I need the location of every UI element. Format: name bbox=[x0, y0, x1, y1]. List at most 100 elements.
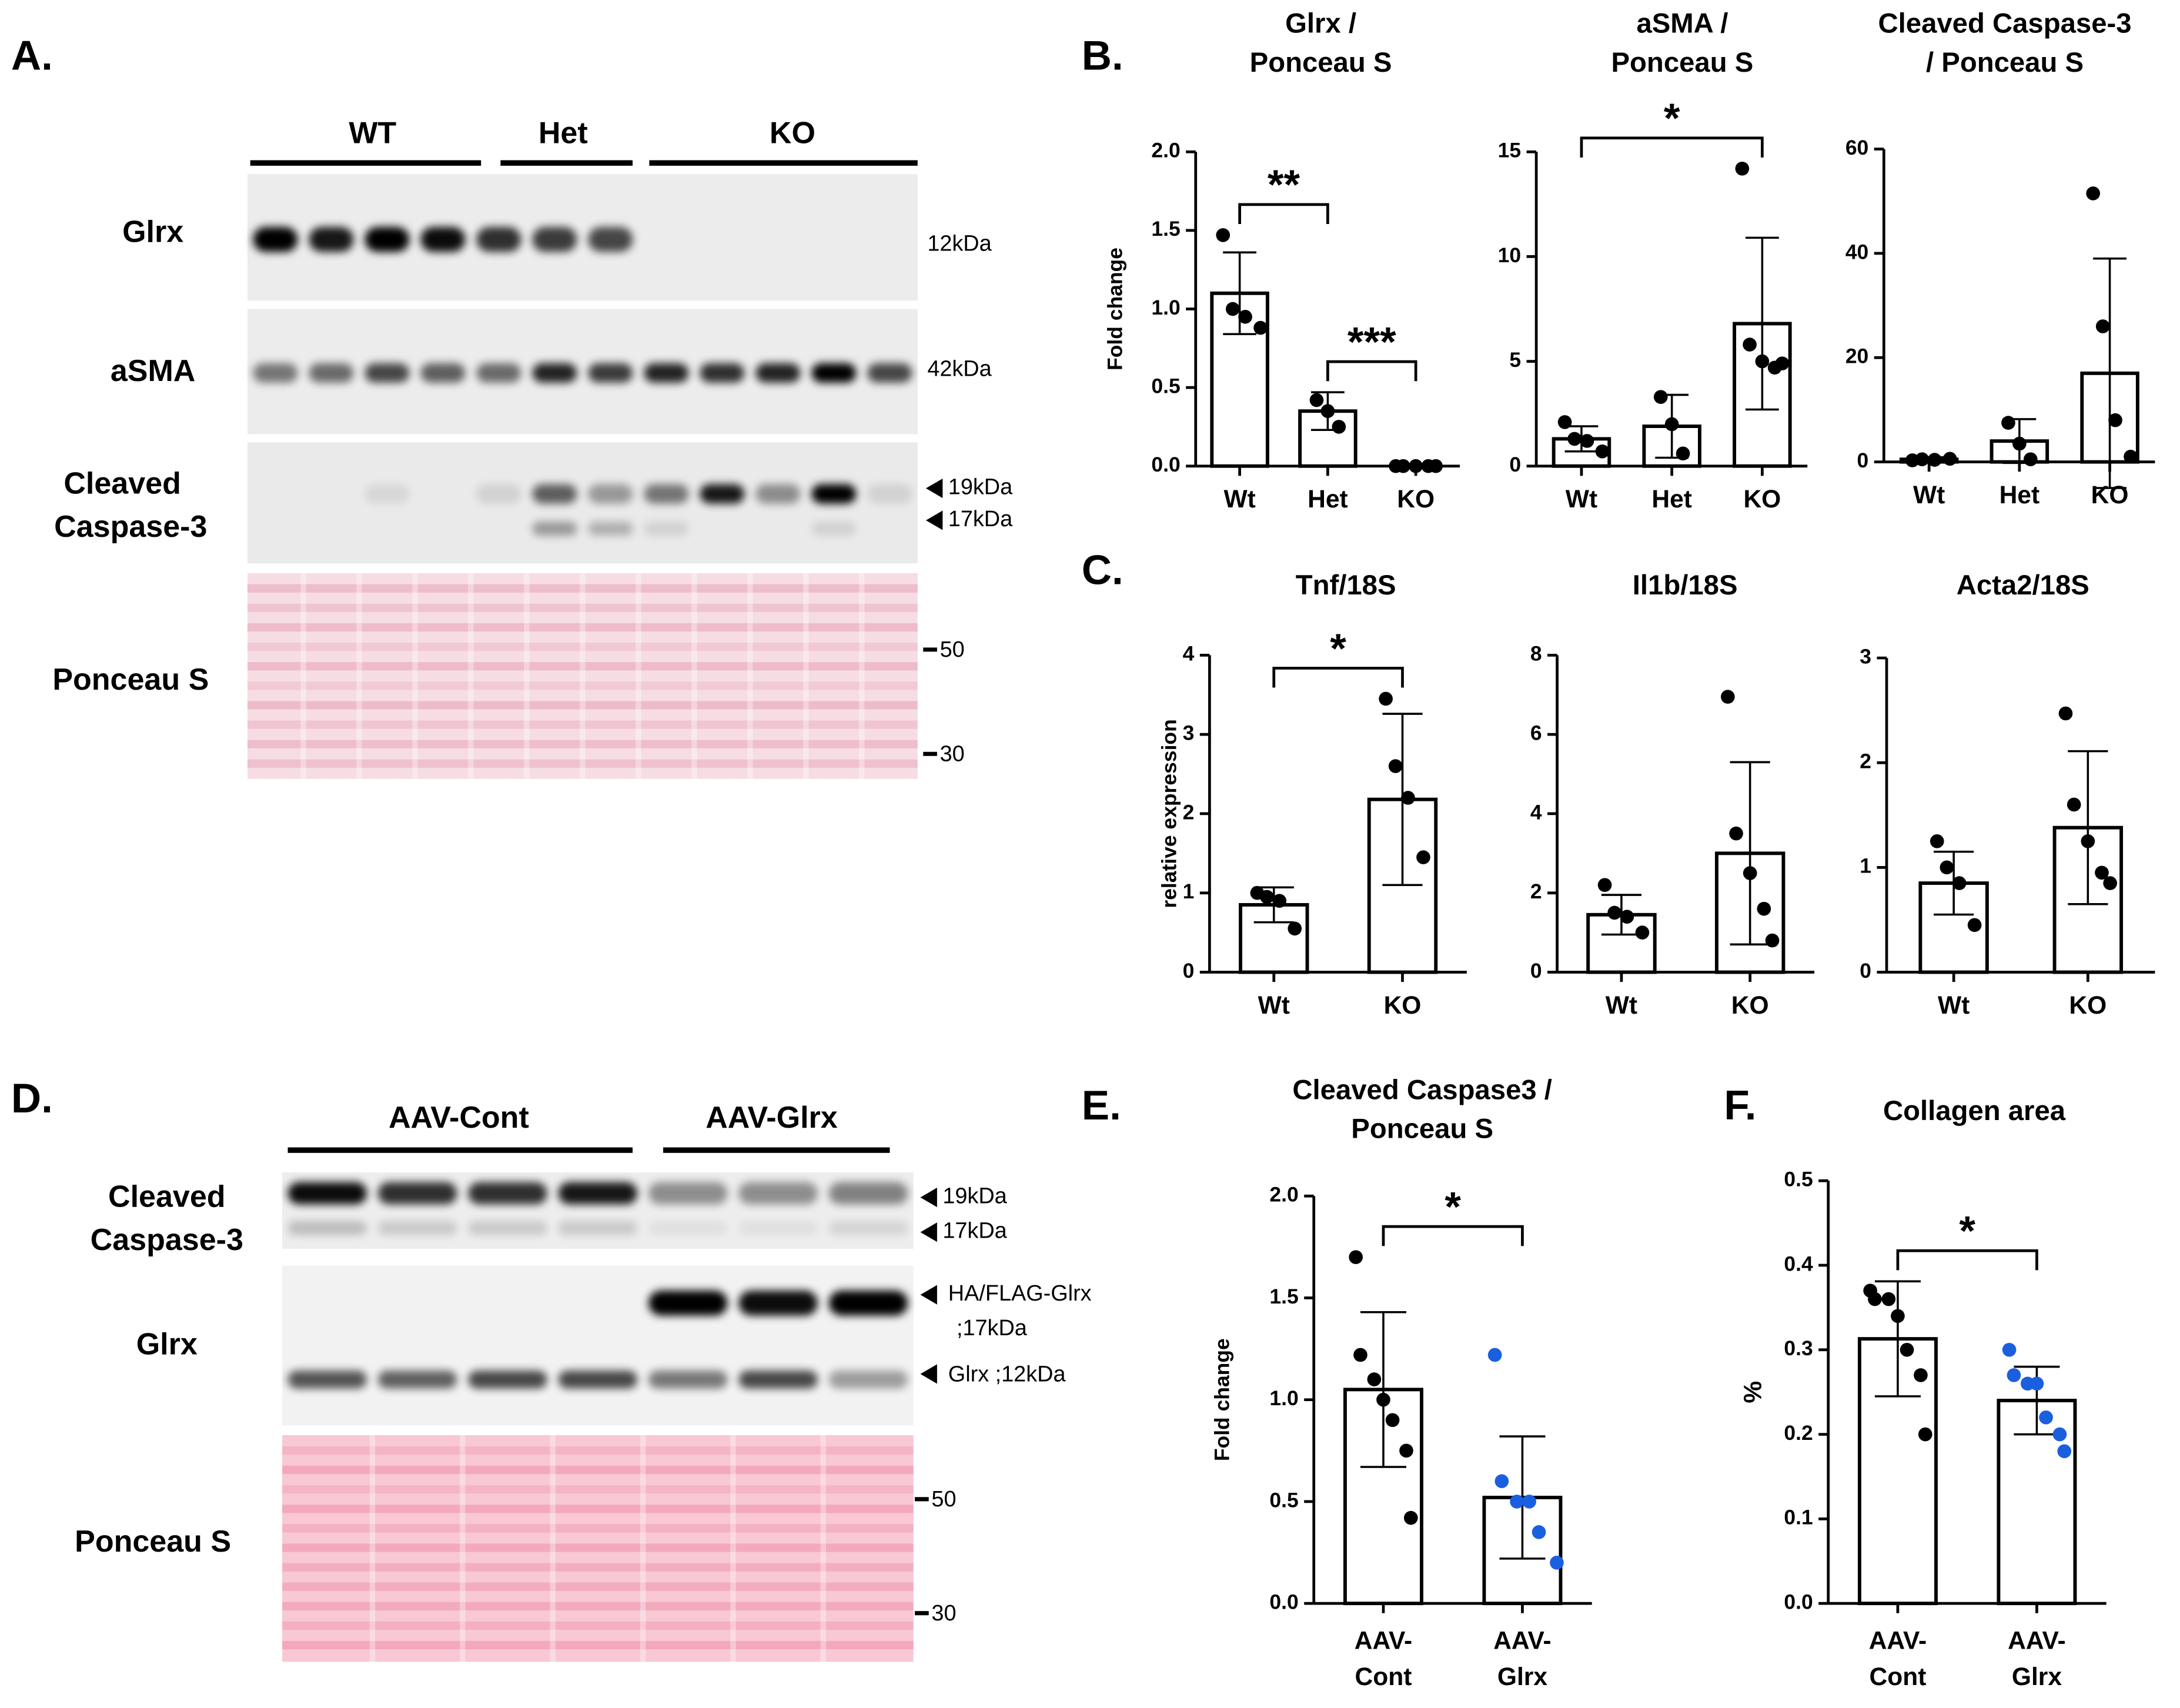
y-tick-label: 1.0 bbox=[1151, 296, 1180, 319]
error-bar bbox=[1874, 1280, 1921, 1398]
blot-band bbox=[377, 1371, 457, 1389]
data-point bbox=[1597, 878, 1612, 893]
lane-gap bbox=[691, 573, 697, 779]
significance-bracket bbox=[1896, 1249, 2038, 1271]
y-tick-label: 0 bbox=[1860, 959, 1871, 982]
chart-title: Ponceau S bbox=[1250, 47, 1392, 78]
marker-label: 42kDa bbox=[927, 357, 992, 382]
y-tick-label: 0.0 bbox=[1269, 1590, 1298, 1613]
lane-gap bbox=[468, 573, 474, 779]
blot-band bbox=[532, 363, 577, 383]
y-tick-label: 1 bbox=[1860, 854, 1871, 878]
x-tick-label: Cont bbox=[1355, 1663, 1412, 1691]
blot-band bbox=[828, 1371, 908, 1389]
blot-panel bbox=[247, 174, 918, 301]
y-tick-label: 1.5 bbox=[1151, 217, 1180, 240]
data-point bbox=[2067, 797, 2081, 812]
blot-band bbox=[468, 1221, 547, 1235]
y-tick-label: 0.5 bbox=[1784, 1168, 1813, 1191]
ponceau-stripe bbox=[247, 740, 918, 748]
data-point bbox=[2052, 1427, 2067, 1442]
x-tick-label: Het bbox=[2000, 481, 2040, 509]
arrowhead bbox=[925, 510, 943, 530]
y-tick-label: 15 bbox=[1498, 139, 1521, 162]
data-point bbox=[1353, 1348, 1367, 1362]
lane-gap bbox=[412, 573, 418, 779]
blot-band bbox=[420, 363, 466, 383]
y-tick-label: 60 bbox=[1845, 136, 1868, 159]
blot-band bbox=[558, 1182, 638, 1205]
y-tick-label: 10 bbox=[1498, 243, 1521, 267]
data-point bbox=[2086, 186, 2101, 200]
data-point bbox=[1757, 901, 1771, 916]
blot-band bbox=[287, 1182, 367, 1205]
ponceau-stripe bbox=[282, 1582, 914, 1591]
blot-band bbox=[738, 1371, 818, 1389]
chart: Collagen area% 0.0 0.1 0.2 0.3 0.4 0.5 AAV- Cont… bbox=[1739, 1095, 2107, 1691]
chart-title: Acta2/18S bbox=[1957, 570, 2089, 601]
blot-band bbox=[648, 1291, 728, 1316]
blot-band bbox=[558, 1371, 638, 1389]
lane-gap bbox=[300, 573, 306, 779]
lane-gap bbox=[803, 573, 809, 779]
chart: Glrx / Ponceau S Fold change 0.0 0.5 1.0 1.5 2.… bbox=[1103, 8, 1460, 513]
ponceau-stripe bbox=[247, 603, 918, 613]
x-tick-label: KO bbox=[1731, 991, 1769, 1020]
data-point bbox=[1918, 1427, 1932, 1442]
blot-band bbox=[287, 1371, 367, 1389]
x-tick-label: Wt bbox=[1258, 991, 1290, 1020]
error-bar bbox=[2093, 258, 2126, 489]
data-point bbox=[1900, 1342, 1914, 1357]
chart-title: / Ponceau S bbox=[1926, 47, 2084, 78]
group-label: WT bbox=[349, 116, 396, 151]
row-label: Cleaved bbox=[63, 467, 181, 501]
error-bar bbox=[2068, 750, 2108, 905]
data-point bbox=[1664, 417, 1679, 432]
data-point bbox=[1238, 310, 1252, 324]
group-label: KO bbox=[770, 116, 815, 151]
ponceau-stripe bbox=[247, 662, 918, 671]
y-tick-label: 0.5 bbox=[1269, 1488, 1298, 1512]
y-tick-label: 5 bbox=[1509, 348, 1521, 372]
group-label: Het bbox=[539, 116, 588, 151]
y-tick-label: 0 bbox=[1183, 959, 1195, 982]
y-tick-label: 0.0 bbox=[1784, 1590, 1813, 1613]
data-point bbox=[1620, 910, 1634, 924]
blot-images bbox=[247, 174, 918, 1662]
data-point bbox=[2095, 319, 2110, 333]
panel-label: B. bbox=[1082, 33, 1124, 79]
data-point bbox=[1595, 444, 1610, 459]
group-label: AAV-Cont bbox=[389, 1101, 529, 1135]
y-tick-label: 0.0 bbox=[1151, 453, 1180, 476]
chart: Acta2/18S 0 1 2 3 Wt KO bbox=[1860, 570, 2155, 1020]
blot-band bbox=[644, 522, 689, 536]
chart: Cleaved Caspase-3 / Ponceau S 0 20 40 60 Wt Het… bbox=[1845, 8, 2155, 509]
y-tick-label: 0 bbox=[1857, 449, 1869, 472]
blot-band bbox=[377, 1221, 457, 1235]
group-label: AAV-Glrx bbox=[706, 1101, 838, 1135]
data-point bbox=[1721, 690, 1735, 704]
data-point bbox=[1288, 921, 1302, 936]
data-point bbox=[1942, 452, 1957, 466]
data-point bbox=[1272, 894, 1287, 908]
chart-title: Cleaved Caspase3 / bbox=[1292, 1074, 1552, 1105]
panel-label: F. bbox=[1724, 1082, 1756, 1129]
blot-band bbox=[287, 1221, 367, 1235]
chart: Cleaved Caspase3 / Ponceau S Fold change 0.… bbox=[1210, 1074, 1592, 1691]
data-point bbox=[2029, 1376, 2044, 1391]
row-label: Caspase-3 bbox=[54, 510, 207, 544]
ponceau-stripe bbox=[282, 1621, 914, 1630]
row-label: Glrx bbox=[122, 215, 183, 249]
y-tick-label: 0.5 bbox=[1151, 374, 1180, 397]
row-label: Cleaved bbox=[108, 1180, 226, 1214]
significance-label: * bbox=[1445, 1184, 1461, 1231]
blot-band bbox=[558, 1221, 638, 1235]
y-tick-label: 2 bbox=[1860, 750, 1871, 773]
data-point bbox=[1349, 1250, 1363, 1264]
y-tick-label: 8 bbox=[1530, 642, 1542, 666]
data-point bbox=[1367, 1372, 1382, 1386]
y-axis-label: % bbox=[1739, 1381, 1767, 1403]
y-tick-label: 1.5 bbox=[1269, 1285, 1298, 1308]
y-tick-label: 4 bbox=[1183, 642, 1195, 666]
